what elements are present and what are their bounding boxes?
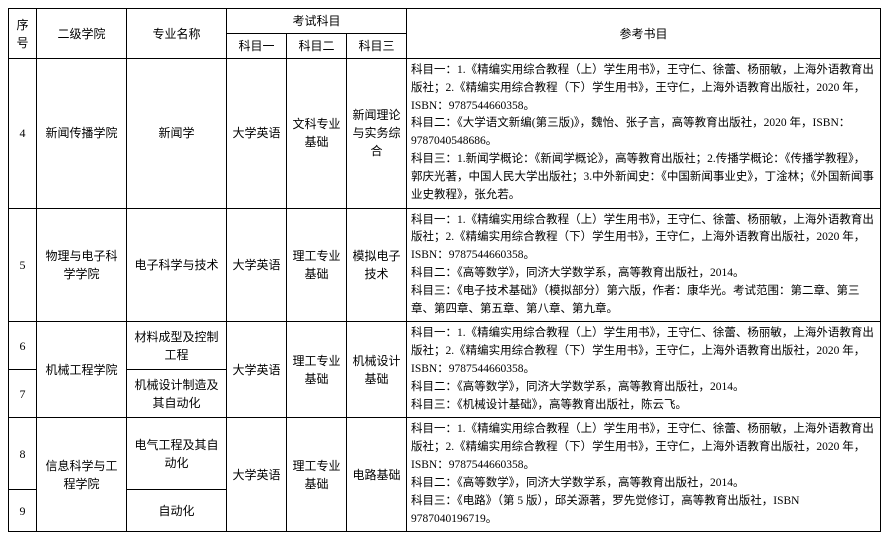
table-row: 6 机械工程学院 材料成型及控制工程 大学英语 理工专业基础 机械设计基础 科目… [9, 322, 881, 370]
header-ref: 参考书目 [407, 9, 881, 59]
header-subj3: 科目三 [347, 34, 407, 59]
cell-seq: 4 [9, 59, 37, 209]
cell-ref: 科目一：1.《精编实用综合教程（上）学生用书》，王守仁、徐蕾、杨丽敏，上海外语教… [407, 322, 881, 418]
table-header: 序号 二级学院 专业名称 考试科目 参考书目 科目一 科目二 科目三 [9, 9, 881, 59]
cell-college: 新闻传播学院 [37, 59, 127, 209]
cell-college: 物理与电子科学学院 [37, 208, 127, 322]
cell-seq: 9 [9, 490, 37, 532]
table-row: 4 新闻传播学院 新闻学 大学英语 文科专业基础 新闻理论与实务综合 科目一：1… [9, 59, 881, 209]
cell-college: 机械工程学院 [37, 322, 127, 418]
cell-major: 电气工程及其自动化 [127, 418, 227, 490]
cell-subj1: 大学英语 [227, 59, 287, 209]
cell-subj2: 文科专业基础 [287, 59, 347, 209]
cell-seq: 7 [9, 370, 37, 418]
header-subj1: 科目一 [227, 34, 287, 59]
cell-major: 电子科学与技术 [127, 208, 227, 322]
header-subj2: 科目二 [287, 34, 347, 59]
cell-seq: 5 [9, 208, 37, 322]
cell-subj1: 大学英语 [227, 418, 287, 532]
cell-major: 机械设计制造及其自动化 [127, 370, 227, 418]
cell-subj1: 大学英语 [227, 322, 287, 418]
header-college: 二级学院 [37, 9, 127, 59]
cell-ref: 科目一：1.《精编实用综合教程（上）学生用书》，王守仁、徐蕾、杨丽敏，上海外语教… [407, 59, 881, 209]
cell-subj2: 理工专业基础 [287, 418, 347, 532]
cell-ref: 科目一：1.《精编实用综合教程（上）学生用书》，王守仁、徐蕾、杨丽敏，上海外语教… [407, 418, 881, 532]
exam-table: 序号 二级学院 专业名称 考试科目 参考书目 科目一 科目二 科目三 4 新闻传… [8, 8, 881, 532]
cell-subj3: 模拟电子技术 [347, 208, 407, 322]
header-major: 专业名称 [127, 9, 227, 59]
cell-subj3: 机械设计基础 [347, 322, 407, 418]
header-seq: 序号 [9, 9, 37, 59]
cell-subj3: 新闻理论与实务综合 [347, 59, 407, 209]
cell-seq: 6 [9, 322, 37, 370]
cell-ref: 科目一：1.《精编实用综合教程（上）学生用书》，王守仁、徐蕾、杨丽敏，上海外语教… [407, 208, 881, 322]
cell-major: 新闻学 [127, 59, 227, 209]
cell-seq: 8 [9, 418, 37, 490]
cell-major: 自动化 [127, 490, 227, 532]
cell-subj2: 理工专业基础 [287, 322, 347, 418]
table-row: 8 信息科学与工程学院 电气工程及其自动化 大学英语 理工专业基础 电路基础 科… [9, 418, 881, 490]
cell-subj3: 电路基础 [347, 418, 407, 532]
cell-subj1: 大学英语 [227, 208, 287, 322]
header-exam-group: 考试科目 [227, 9, 407, 34]
cell-college: 信息科学与工程学院 [37, 418, 127, 532]
table-row: 5 物理与电子科学学院 电子科学与技术 大学英语 理工专业基础 模拟电子技术 科… [9, 208, 881, 322]
table-body: 4 新闻传播学院 新闻学 大学英语 文科专业基础 新闻理论与实务综合 科目一：1… [9, 59, 881, 532]
cell-major: 材料成型及控制工程 [127, 322, 227, 370]
cell-subj2: 理工专业基础 [287, 208, 347, 322]
